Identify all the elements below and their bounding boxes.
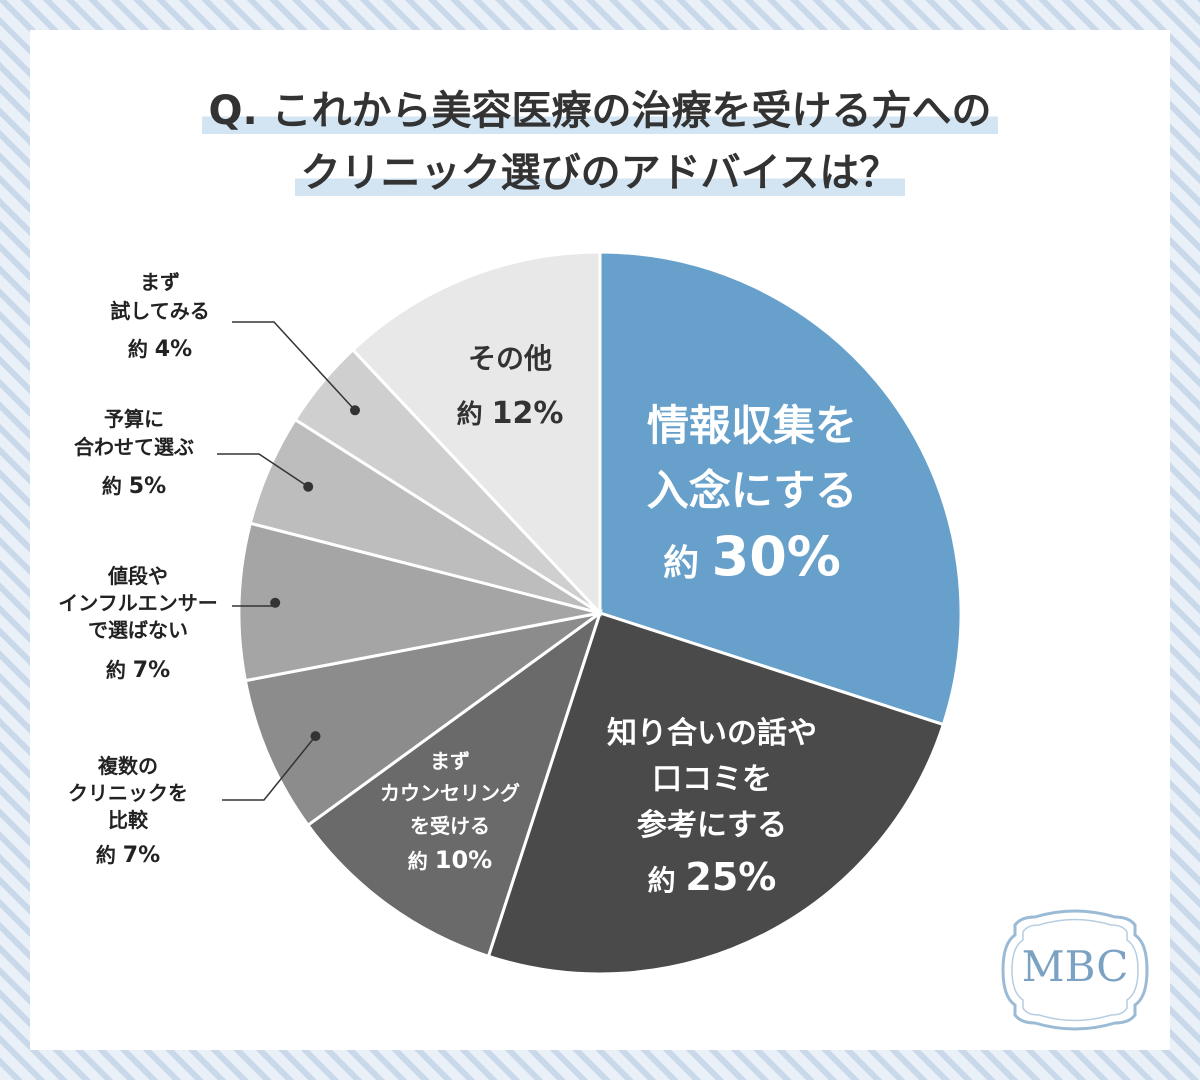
slice-label-line: を受ける <box>410 814 490 838</box>
slice-label-line: クリニックを <box>68 781 188 805</box>
slice-label-line: インフルエンサー <box>58 591 217 615</box>
slice-label-line: 比較 <box>108 808 149 832</box>
slice-value-label: 約 30% <box>663 525 841 588</box>
slice-label-line: その他 <box>468 342 552 375</box>
leader-line <box>222 735 317 801</box>
slice-label-line: 入念にする <box>647 466 857 515</box>
chart-title-line-1: Q. これから美容医療の治療を受ける方への <box>0 88 1200 134</box>
leader-dot <box>350 405 360 416</box>
slice-value-label: 約 12% <box>457 396 564 431</box>
leader-dot <box>270 597 281 608</box>
slice-label-line: 情報収集を <box>647 401 857 450</box>
slice-label-line: まず <box>430 749 470 773</box>
pie-slice-4 <box>243 611 601 828</box>
slice-label-line: まず <box>140 270 180 294</box>
slice-label-line: 知り合いの話や <box>607 716 817 751</box>
pie-slice-5 <box>237 521 601 683</box>
slice-value-label: 約 4% <box>128 337 192 362</box>
slice-value-label: 約 7% <box>96 843 160 868</box>
pie-slice-3 <box>305 609 603 959</box>
mbc-logo-text: MBC <box>1021 942 1129 991</box>
leader-dot <box>310 731 321 742</box>
slice-label-line: 試してみる <box>110 299 209 323</box>
pie-slice-2 <box>486 611 946 976</box>
slice-value-label: 約 7% <box>106 658 170 683</box>
slice-value-label: 約 10% <box>408 846 492 874</box>
leader-line <box>232 321 356 411</box>
mbc-logo <box>1001 909 1149 1031</box>
pie-slice-8 <box>350 250 602 617</box>
leader-line <box>217 453 309 488</box>
slice-label-line: 複数の <box>98 754 158 778</box>
slice-label-line: 参考にする <box>637 808 787 843</box>
pie-slice-1 <box>598 250 963 727</box>
slice-value-label: 約 5% <box>102 474 166 499</box>
slice-label-line: 口コミを <box>652 762 772 797</box>
chart-title-line-2: クリニック選びのアドバイスは？ <box>0 150 1200 196</box>
slice-value-label: 約 25% <box>648 855 777 899</box>
slice-label-line: 予算に <box>104 407 164 431</box>
slice-label-line: で選ばない <box>88 618 188 642</box>
slice-label-line: 合わせて選ぶ <box>74 435 194 459</box>
leader-dot <box>303 481 314 492</box>
slice-label-line: カウンセリング <box>380 781 520 805</box>
slice-label-line: 値段や <box>107 564 168 588</box>
